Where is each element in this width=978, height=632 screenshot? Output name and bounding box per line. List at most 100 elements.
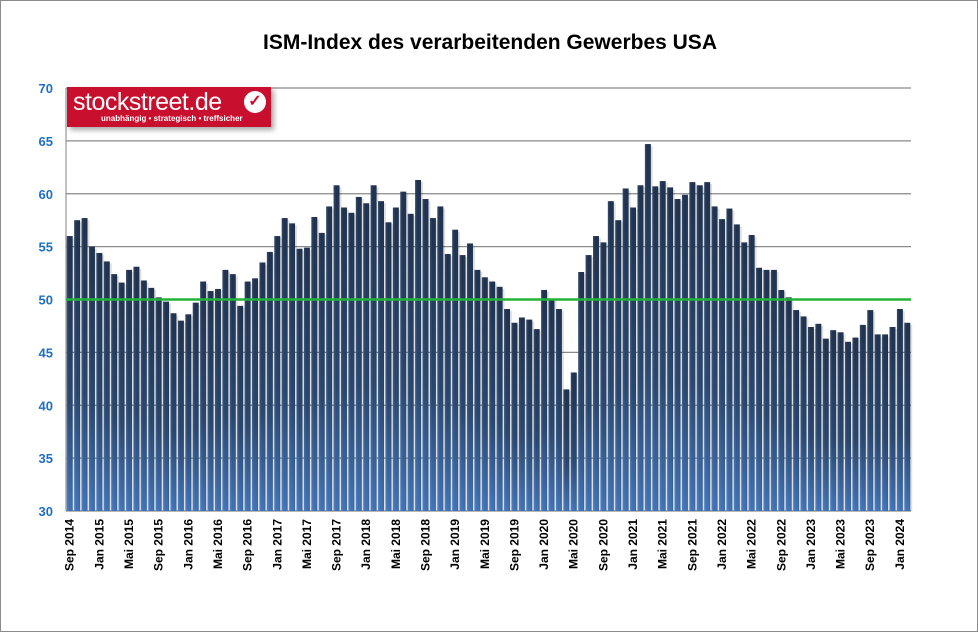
bar-highlight (444, 254, 451, 511)
bar-highlight (244, 281, 251, 511)
bar-highlight (882, 334, 889, 511)
bar-highlight (348, 212, 355, 511)
bar-highlight (303, 247, 310, 511)
bar-highlight (266, 251, 273, 511)
x-tick-label: Jan 2022 (715, 519, 729, 570)
x-tick-label: Mai 2016 (211, 519, 225, 569)
bar-highlight (222, 269, 229, 511)
bar-highlight (481, 277, 488, 511)
bar-highlight (437, 206, 444, 511)
bar-highlight (378, 201, 384, 511)
y-tick-label: 70 (39, 81, 53, 96)
x-tick-label: Mai 2020 (567, 519, 581, 569)
bar-highlight (318, 232, 325, 511)
bar-highlight (674, 199, 681, 511)
bar-highlight (126, 269, 132, 511)
bar-highlight (177, 320, 184, 511)
gridlines (65, 87, 911, 512)
bar-highlight (422, 199, 429, 511)
bar-highlight (800, 316, 807, 511)
bar-highlight (415, 180, 422, 511)
bar-highlight (689, 182, 696, 511)
bar-highlight (615, 220, 622, 511)
bar-highlight (837, 332, 844, 511)
bar-highlight (541, 289, 548, 511)
bar-highlight (904, 322, 911, 511)
bar-highlight (711, 206, 718, 511)
x-tick-label: Mai 2019 (478, 519, 492, 569)
bars (66, 144, 913, 512)
x-tick-label: Sep 2018 (418, 519, 432, 571)
x-tick-label: Sep 2022 (774, 519, 788, 571)
x-tick-label: Mai 2018 (389, 519, 403, 569)
bar-highlight (281, 218, 288, 511)
bar-highlight (214, 288, 221, 511)
bar-highlight (459, 255, 466, 511)
bar-highlight (370, 185, 377, 512)
x-tick-label: Sep 2023 (863, 519, 877, 571)
bar-highlight (237, 305, 244, 511)
bar-highlight (726, 208, 733, 511)
bar-highlight (785, 297, 792, 511)
bar-highlight (170, 313, 177, 511)
bar-highlight (578, 272, 585, 511)
bar-highlight (807, 326, 814, 511)
y-axis: 30 35 40 45 50 55 60 65 70 (39, 81, 53, 519)
bar-highlight (385, 222, 392, 512)
bar-highlight (867, 310, 874, 511)
x-tick-label: Jan 2019 (448, 519, 462, 570)
bar-highlight (88, 246, 95, 511)
bar-highlight (822, 338, 829, 511)
x-tick-label: Jan 2021 (626, 519, 640, 570)
bar-highlight (793, 310, 800, 511)
bar-highlight (140, 280, 147, 511)
bar-highlight (74, 220, 81, 511)
logo-name: stockstreet.de (73, 88, 222, 116)
bar-highlight (289, 223, 296, 512)
bar-highlight (763, 269, 770, 511)
bar-highlight (644, 144, 651, 512)
bar-highlight (340, 207, 347, 511)
bar-highlight (429, 218, 436, 511)
bar-highlight (585, 255, 592, 511)
bar-highlight (259, 262, 266, 511)
x-axis: Sep 2014 Jan 2015 Mai 2015 Sep 2015 Jan 2016… (63, 519, 907, 571)
bar-highlight (496, 286, 503, 511)
x-tick-label: Mai 2022 (745, 519, 759, 569)
bar-highlight (392, 207, 399, 511)
bar-highlight (511, 322, 518, 511)
bar-highlight (133, 266, 140, 511)
bar-highlight (200, 281, 207, 511)
bar-highlight (155, 297, 162, 511)
x-tick-label: Mai 2023 (834, 519, 848, 569)
x-tick-label: Sep 2017 (330, 519, 344, 571)
bar-highlight (830, 330, 837, 511)
bar-highlight (555, 309, 562, 511)
bar-highlight (770, 269, 777, 511)
y-tick-label: 30 (39, 504, 53, 519)
bar-highlight (778, 289, 785, 511)
bar-highlight (489, 281, 496, 511)
stockstreet-logo: stockstreet.de unabhängig • strategisch … (67, 87, 271, 127)
bar-highlight (563, 389, 570, 511)
bar-highlight (111, 274, 118, 511)
bar-highlight (815, 323, 822, 511)
bar-highlight (163, 301, 170, 511)
x-tick-label: Jan 2024 (893, 519, 907, 570)
x-tick-label: Sep 2021 (685, 519, 699, 571)
x-tick-label: Jan 2023 (804, 519, 818, 570)
x-tick-label: Sep 2019 (507, 519, 521, 571)
bar-highlight (696, 185, 703, 512)
bar-highlight (704, 182, 711, 511)
bar-highlight (400, 191, 407, 511)
bar-highlight (526, 319, 533, 511)
bar-highlight (652, 186, 659, 511)
bar-highlight (622, 188, 629, 511)
bar-highlight (207, 291, 214, 511)
x-tick-label: Sep 2015 (152, 519, 166, 571)
bar-highlight (600, 242, 607, 511)
bar-highlight (311, 217, 318, 511)
y-tick-label: 35 (39, 451, 53, 466)
